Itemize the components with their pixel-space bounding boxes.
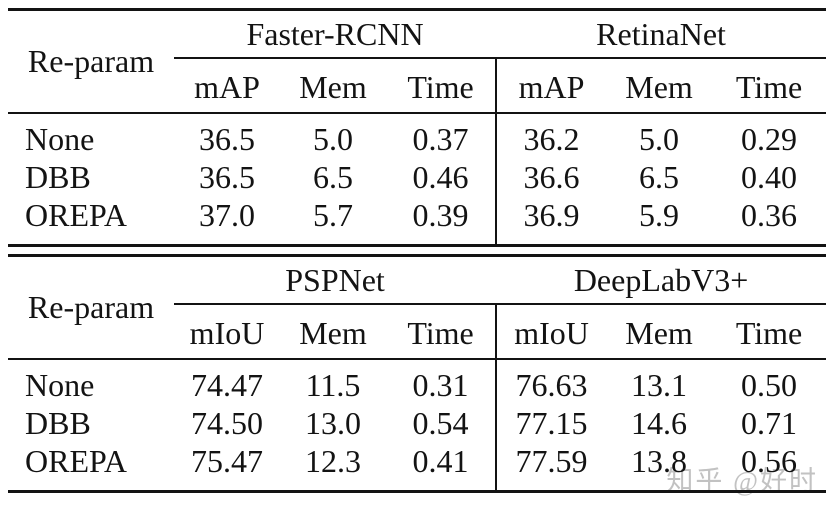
benchmark-table-detection: Re-param Faster-RCNN RetinaNet mAP Mem T…	[8, 8, 827, 247]
group-header-retinanet: RetinaNet	[496, 9, 827, 59]
column-header-row: mAP Mem Time mAP Mem Time	[8, 58, 827, 114]
data-cell: 13.8	[631, 442, 688, 479]
data-cell: 5.9	[639, 196, 680, 233]
column-header-time: Time	[386, 304, 497, 360]
data-cell: 5.7	[313, 196, 353, 233]
column-header-time: Time	[712, 58, 827, 114]
column-header-mem: Mem	[280, 58, 386, 114]
data-cell: 36.5	[199, 120, 255, 157]
row-label: OREPA	[25, 442, 127, 479]
group-header-pspnet: PSPNet	[174, 255, 497, 305]
data-cell: 0.29	[741, 120, 798, 157]
row-label: DBB	[25, 404, 91, 441]
data-cell: 37.0	[199, 196, 255, 233]
data-cell: 0.54	[412, 404, 469, 441]
data-cell: 76.63	[495, 359, 607, 404]
table-row-orepa: OREPA 37.0 5.7 0.39 36.9 5.9 0.36	[8, 196, 826, 246]
table-row-none: None 74.47 11.5 0.31 76.63 13.1 0.50	[8, 359, 826, 404]
column-header-miou: mIoU	[495, 304, 607, 360]
row-label: None	[25, 120, 95, 157]
data-cell: 0.31	[412, 366, 469, 403]
group-header-row: Re-param PSPNet DeepLabV3+	[8, 255, 827, 360]
data-cell: 13.0	[305, 404, 361, 441]
data-cell: 74.50	[191, 404, 263, 441]
column-header-row: mIoU Mem Time mIoU Mem Time	[8, 304, 827, 360]
data-cell: 0.37	[412, 120, 469, 157]
table-row-dbb: DBB 74.50 13.0 0.54 77.15 14.6 0.71	[8, 404, 826, 442]
data-cell: 0.40	[741, 158, 798, 195]
data-cell: 0.39	[412, 196, 469, 233]
benchmark-table-segmentation: Re-param PSPNet DeepLabV3+ mIoU Mem Time…	[8, 254, 827, 493]
column-header-mem: Mem	[606, 58, 713, 114]
data-cell: 13.1	[631, 366, 688, 403]
data-cell: 77.15	[495, 404, 607, 442]
row-label: OREPA	[25, 196, 127, 233]
data-cell: 36.2	[495, 113, 607, 158]
data-cell: 11.5	[305, 366, 361, 403]
data-cell: 0.46	[412, 158, 469, 195]
table-row-dbb: DBB 36.5 6.5 0.46 36.6 6.5 0.40	[8, 158, 826, 196]
column-header-mem: Mem	[280, 304, 386, 360]
data-cell: 6.5	[313, 158, 353, 195]
data-cell: 0.50	[741, 366, 798, 403]
data-cell: 36.5	[199, 158, 255, 195]
row-header-label: Re-param	[8, 255, 174, 360]
column-header-time: Time	[712, 304, 827, 360]
group-header-row: Re-param Faster-RCNN RetinaNet	[8, 9, 827, 114]
row-header-label: Re-param	[8, 9, 174, 114]
data-cell: 5.0	[639, 120, 680, 157]
data-cell: 75.47	[191, 442, 263, 479]
group-header-faster-rcnn: Faster-RCNN	[174, 9, 497, 59]
column-header-map: mAP	[174, 58, 280, 114]
table-row-orepa: OREPA 75.47 12.3 0.41 77.59 13.8 0.56	[8, 442, 826, 492]
column-header-map: mAP	[495, 58, 607, 114]
row-label: DBB	[25, 158, 91, 195]
data-cell: 0.41	[412, 442, 469, 479]
data-cell: 0.56	[741, 442, 798, 479]
data-cell: 77.59	[495, 442, 607, 492]
data-cell: 74.47	[191, 366, 263, 403]
column-header-miou: mIoU	[174, 304, 280, 360]
table-row-none: None 36.5 5.0 0.37 36.2 5.0 0.29	[8, 113, 826, 158]
data-cell: 0.36	[741, 196, 798, 233]
column-header-mem: Mem	[606, 304, 713, 360]
data-cell: 6.5	[639, 158, 680, 195]
row-label: None	[25, 366, 95, 403]
data-cell: 5.0	[313, 120, 353, 157]
data-cell: 36.6	[495, 158, 607, 196]
data-cell: 12.3	[305, 442, 361, 479]
data-cell: 14.6	[631, 404, 688, 441]
data-cell: 36.9	[495, 196, 607, 246]
data-cell: 0.71	[741, 404, 798, 441]
column-header-time: Time	[386, 58, 497, 114]
group-header-deeplabv3plus: DeepLabV3+	[496, 255, 827, 305]
